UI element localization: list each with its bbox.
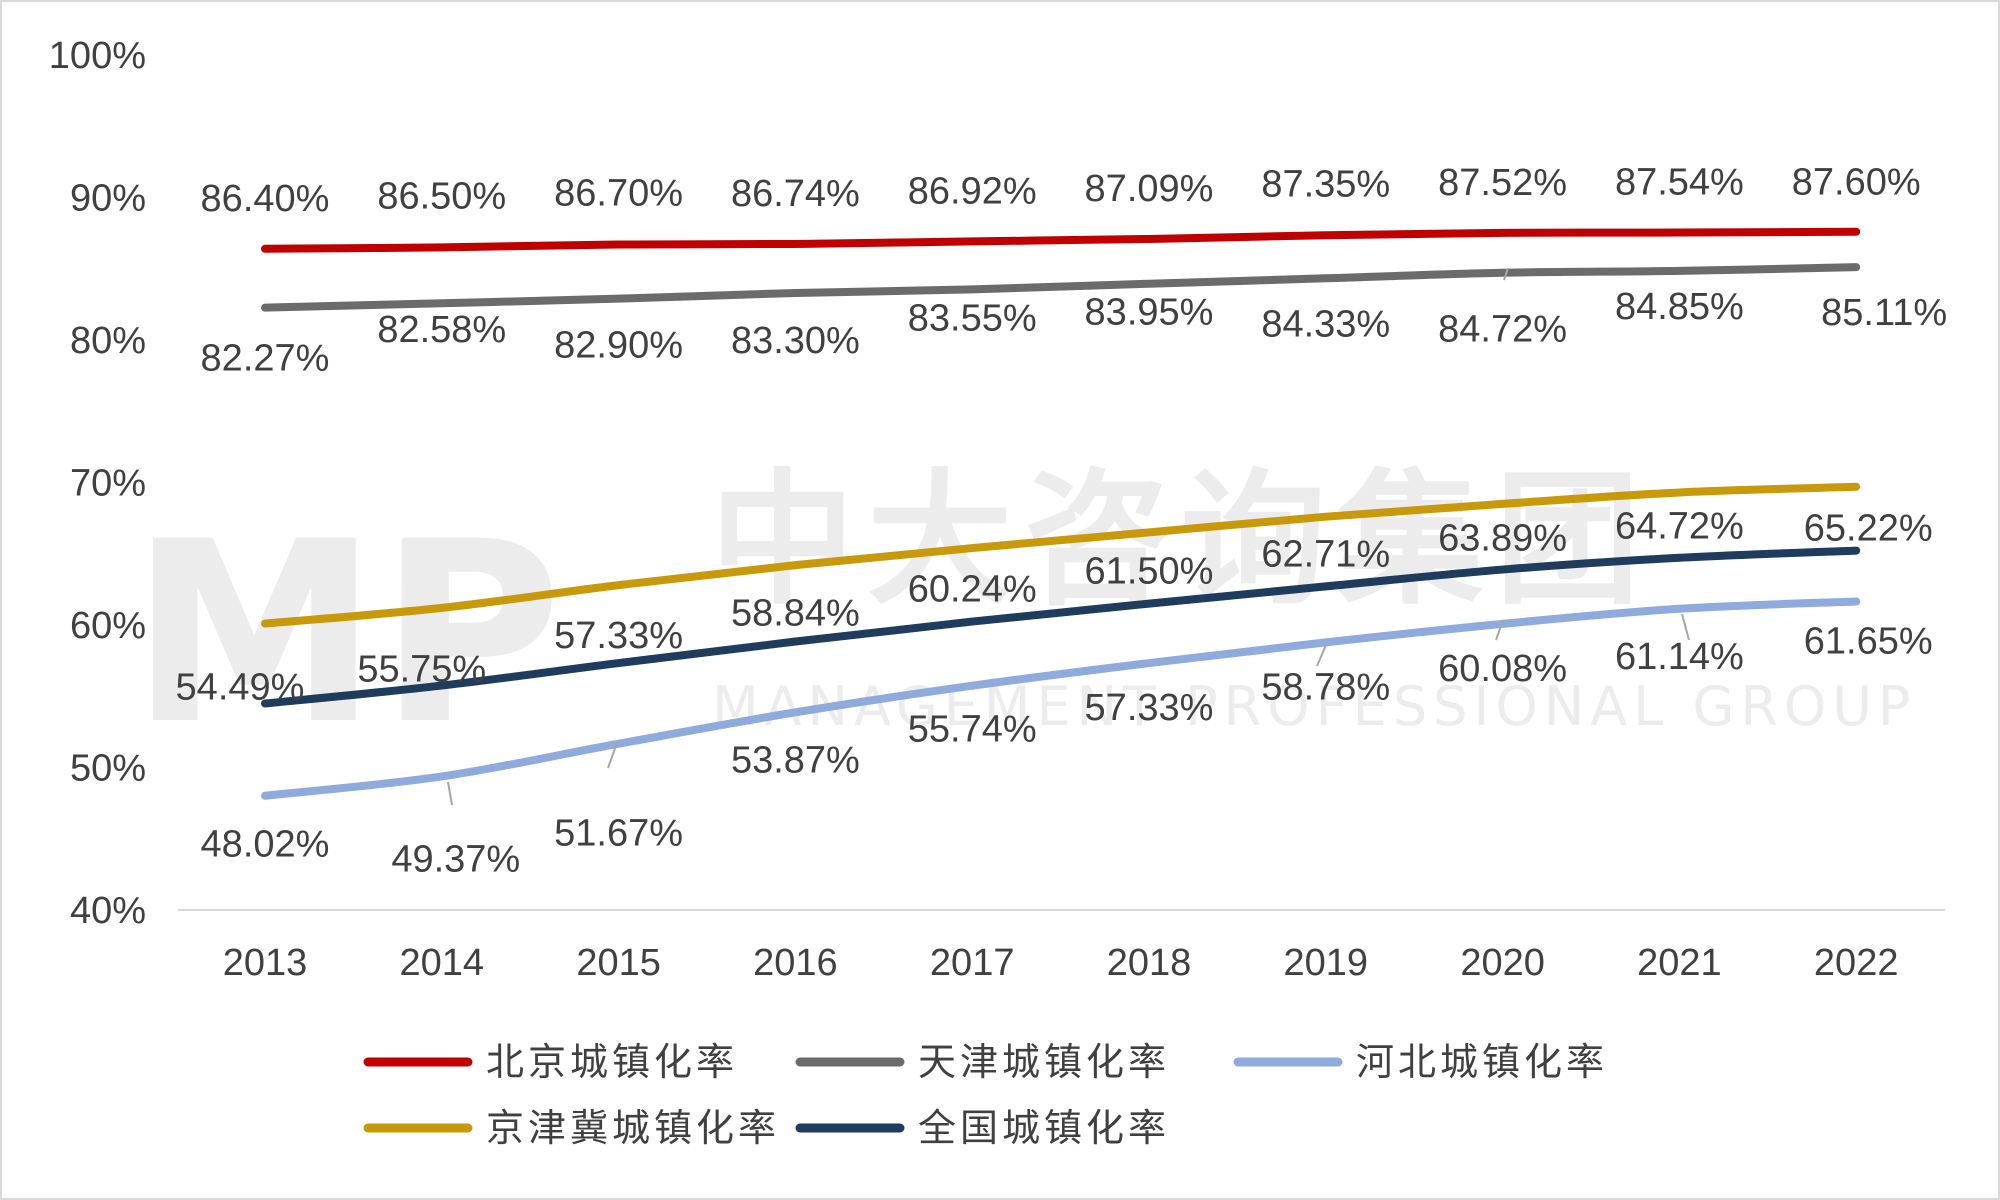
data-label: 83.55% (908, 297, 1037, 339)
x-tick-label: 2019 (1284, 942, 1369, 984)
series-line-2 (261, 597, 1861, 800)
series-line-3 (261, 482, 1861, 628)
data-label: 84.33% (1261, 303, 1390, 345)
data-label: 87.52% (1438, 162, 1567, 204)
data-label: 85.11% (1821, 292, 1947, 334)
data-label: 86.74% (731, 173, 860, 215)
data-label: 87.54% (1615, 162, 1744, 204)
y-tick-label: 70% (70, 463, 146, 505)
leader-line (1503, 267, 1509, 281)
data-label: 87.09% (1085, 168, 1214, 210)
data-label: 61.50% (1085, 551, 1214, 593)
data-label: 86.40% (201, 178, 330, 220)
data-label: 55.75% (357, 649, 486, 691)
x-tick-label: 2016 (753, 942, 838, 984)
data-label: 64.72% (1615, 506, 1744, 548)
y-tick-label: 90% (70, 178, 146, 220)
series-line-0 (261, 227, 1861, 253)
data-label: 87.35% (1261, 163, 1390, 205)
axes: 40% 50% 60% 70% 80% 90% 100% 2013 2014 2015 2016 20… (49, 35, 1945, 984)
data-label: 61.14% (1615, 636, 1744, 678)
x-tick-label: 2021 (1637, 942, 1722, 984)
data-label: 83.95% (1085, 292, 1214, 334)
x-tick-label: 2015 (576, 942, 661, 984)
y-tick-label: 50% (70, 748, 146, 790)
data-label: 86.92% (908, 170, 1037, 212)
data-label: 87.60% (1792, 162, 1921, 204)
data-label: 84.72% (1438, 309, 1567, 351)
watermark: MP 中大咨询集团 MANAGEMENT PROFESSIONAL GROUP (130, 456, 1916, 779)
data-label: 65.22% (1804, 508, 1933, 550)
data-label: 86.50% (377, 175, 506, 217)
leader-line (1495, 619, 1504, 641)
legend-label: 京津冀城镇化率 (486, 1106, 780, 1150)
legend-label: 天津城镇化率 (918, 1040, 1170, 1084)
data-label: 58.84% (731, 593, 860, 635)
data-label: 55.74% (908, 709, 1037, 751)
watermark-en: MANAGEMENT PROFESSIONAL GROUP (712, 675, 1916, 738)
x-tick-label: 2022 (1814, 942, 1899, 984)
x-tick-label: 2020 (1460, 942, 1545, 984)
leader-line (607, 742, 618, 769)
leader-line (1681, 613, 1690, 641)
data-label: 60.08% (1438, 648, 1567, 690)
data-label: 48.02% (201, 824, 330, 866)
data-label: 82.90% (554, 325, 683, 367)
y-tick-label: 60% (70, 605, 146, 647)
data-label: 82.27% (201, 338, 330, 380)
y-tick-label: 40% (70, 890, 146, 932)
series-lines (261, 227, 1861, 800)
data-label: 84.85% (1615, 286, 1744, 328)
data-label: 57.33% (554, 615, 683, 657)
data-label: 62.71% (1261, 533, 1390, 575)
data-label: 61.65% (1804, 620, 1933, 662)
data-label: 53.87% (731, 739, 860, 781)
legend-label: 全国城镇化率 (918, 1106, 1170, 1150)
watermark-cn: 中大咨询集团 (710, 456, 1652, 625)
legend-label: 河北城镇化率 (1356, 1040, 1608, 1084)
x-tick-label: 2017 (930, 942, 1015, 984)
data-label: 58.78% (1261, 666, 1390, 708)
legend-label: 北京城镇化率 (486, 1040, 738, 1084)
data-label: 86.70% (554, 173, 683, 215)
data-label: 63.89% (1438, 518, 1567, 560)
data-label: 51.67% (554, 813, 683, 855)
data-label: 60.24% (908, 569, 1037, 611)
y-tick-label: 100% (49, 35, 146, 77)
leader-line (447, 781, 453, 806)
data-label: 54.49% (176, 667, 305, 709)
data-label: 83.30% (731, 320, 860, 362)
data-labels: 86.40% 86.50% 86.70% 86.74% 86.92% 87.09% 87.3… (176, 162, 1948, 881)
series-line-1 (261, 263, 1861, 312)
leader-line (1316, 644, 1327, 667)
series-line-4 (261, 546, 1861, 708)
x-tick-label: 2014 (400, 942, 485, 984)
x-tick-label: 2013 (223, 942, 308, 984)
data-label: 49.37% (391, 838, 520, 880)
x-tick-label: 2018 (1107, 942, 1192, 984)
watermark-logo: MP (130, 488, 562, 779)
y-tick-label: 80% (70, 320, 146, 362)
data-label: 82.58% (377, 309, 506, 351)
data-label: 57.33% (1085, 687, 1214, 729)
